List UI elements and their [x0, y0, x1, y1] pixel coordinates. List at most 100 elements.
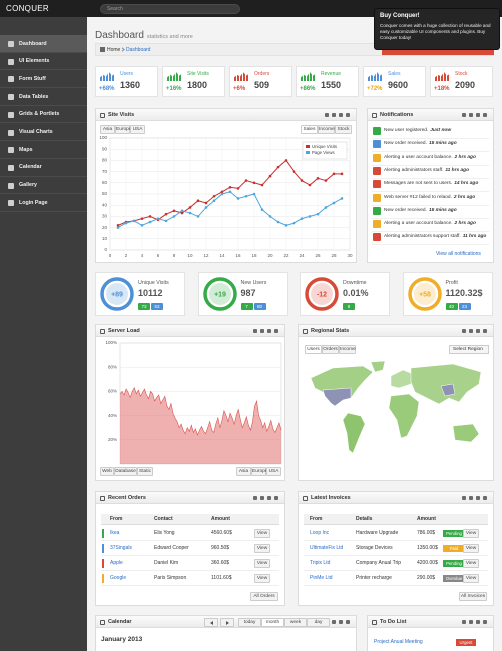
- portlet-tool[interactable]: [339, 113, 343, 117]
- sidebar-item[interactable]: [0, 35, 87, 53]
- chart-tab[interactable]: Stock: [335, 125, 352, 134]
- table-cell[interactable]: Apple: [110, 560, 123, 566]
- table-cell[interactable]: Ikea: [110, 530, 120, 536]
- portlet-tool[interactable]: [469, 620, 473, 624]
- map-tab[interactable]: Income: [339, 345, 356, 354]
- portlet-tool[interactable]: [253, 329, 257, 333]
- portlet-tool[interactable]: [346, 113, 350, 117]
- search-box[interactable]: [100, 4, 240, 14]
- sidebar-item[interactable]: [0, 106, 87, 124]
- chart-tab[interactable]: USA: [130, 125, 145, 134]
- portlet-tool[interactable]: [483, 113, 487, 117]
- map-region[interactable]: [370, 360, 386, 373]
- notification-text[interactable]: New order received. 15 mins ago: [384, 141, 457, 147]
- chart-tab[interactable]: Asia: [100, 125, 115, 134]
- portlet-tool[interactable]: [476, 620, 480, 624]
- sidebar-item[interactable]: [0, 124, 87, 142]
- notification-text[interactable]: Alerting a user account balance. 2 hrs ag…: [384, 221, 476, 227]
- portlet-tool[interactable]: [476, 496, 480, 500]
- map-region[interactable]: [342, 412, 366, 454]
- view-button[interactable]: View: [254, 559, 270, 568]
- map-region[interactable]: [390, 369, 414, 389]
- chart-tab[interactable]: Asia: [236, 467, 251, 476]
- portlet-tool[interactable]: [483, 496, 487, 500]
- notification-text[interactable]: Messages are not sent to users. 14 hrs ag…: [384, 181, 478, 187]
- portlet-tool[interactable]: [476, 113, 480, 117]
- region-select[interactable]: Select Region: [449, 345, 489, 354]
- notification-text[interactable]: Web server #12 failed to relaod. 2 hrs ag…: [384, 195, 475, 201]
- notification-text[interactable]: Alerting a user account balance. 2 hrs ag…: [384, 155, 476, 161]
- map-region[interactable]: [322, 387, 352, 407]
- portlet-tool[interactable]: [267, 329, 271, 333]
- table-cell[interactable]: 37Singals: [110, 545, 132, 551]
- table-cell[interactable]: UltimateFix Ltd: [310, 545, 344, 551]
- portlet-tool[interactable]: [274, 496, 278, 500]
- portlet-tool[interactable]: [325, 113, 329, 117]
- notifications-footer[interactable]: View all notifications: [436, 251, 481, 257]
- chart-tab[interactable]: Europe: [115, 125, 132, 134]
- sidebar-item[interactable]: [0, 159, 87, 177]
- footer-button[interactable]: All Invoices: [459, 592, 487, 601]
- notification-text[interactable]: New user registered. Just now: [384, 128, 451, 134]
- sidebar-item[interactable]: [0, 194, 87, 212]
- map-region[interactable]: [440, 383, 456, 397]
- view-button[interactable]: View: [254, 574, 270, 583]
- portlet-tool[interactable]: [346, 620, 350, 624]
- portlet-tool[interactable]: [483, 329, 487, 333]
- portlet-tool[interactable]: [267, 496, 271, 500]
- view-button[interactable]: View: [463, 574, 479, 583]
- portlet-tool[interactable]: [339, 620, 343, 624]
- view-button[interactable]: View: [254, 544, 270, 553]
- map-region[interactable]: [388, 393, 420, 439]
- portlet-tool[interactable]: [332, 620, 336, 624]
- view-button[interactable]: View: [463, 559, 479, 568]
- chart-tab[interactable]: Europe: [251, 467, 268, 476]
- map-tab[interactable]: Orders: [322, 345, 339, 354]
- map-tab[interactable]: Users: [305, 345, 322, 354]
- sidebar-item[interactable]: [0, 88, 87, 106]
- notification-text[interactable]: Alerting administrators staff. 11 hrs ago: [384, 168, 469, 174]
- sidebar-item[interactable]: [0, 177, 87, 195]
- portlet-tool[interactable]: [469, 496, 473, 500]
- portlet-tool[interactable]: [469, 113, 473, 117]
- portlet-tool[interactable]: [476, 329, 480, 333]
- notification-text[interactable]: New order received. 15 mins ago: [384, 208, 457, 214]
- todo-text[interactable]: Project Anual Meeting: [374, 639, 423, 645]
- calendar-nav[interactable]: [204, 617, 218, 627]
- notification-text[interactable]: Alerting administrators support staff. 11…: [384, 234, 486, 240]
- portlet-tool[interactable]: [462, 329, 466, 333]
- chart-tab[interactable]: Static: [137, 467, 153, 476]
- calendar-view-button[interactable]: month: [261, 617, 284, 627]
- calendar-view-button[interactable]: today: [238, 617, 261, 627]
- portlet-tool[interactable]: [462, 496, 466, 500]
- calendar-view-button[interactable]: day: [307, 617, 330, 627]
- portlet-tool[interactable]: [469, 329, 473, 333]
- chart-tab[interactable]: USA: [266, 467, 281, 476]
- map-region[interactable]: [452, 423, 480, 443]
- sidebar-item[interactable]: [0, 70, 87, 89]
- portlet-tool[interactable]: [260, 496, 264, 500]
- map-region[interactable]: [410, 363, 482, 405]
- breadcrumb-item[interactable]: Dashboard: [126, 46, 151, 53]
- table-cell[interactable]: PinMe Ltd: [310, 575, 333, 581]
- chart-tab[interactable]: Sales: [301, 125, 318, 134]
- portlet-tool[interactable]: [253, 496, 257, 500]
- portlet-tool[interactable]: [462, 113, 466, 117]
- portlet-tool[interactable]: [483, 620, 487, 624]
- chart-tab[interactable]: Web: [100, 467, 114, 476]
- calendar-view-button[interactable]: week: [284, 617, 307, 627]
- table-cell[interactable]: Google: [110, 575, 127, 581]
- view-button[interactable]: View: [463, 529, 479, 538]
- sidebar-item[interactable]: [0, 53, 87, 71]
- portlet-tool[interactable]: [274, 329, 278, 333]
- chart-tab[interactable]: Income: [318, 125, 335, 134]
- portlet-tool[interactable]: [462, 620, 466, 624]
- portlet-tool[interactable]: [260, 329, 264, 333]
- portlet-tool[interactable]: [332, 113, 336, 117]
- calendar-nav[interactable]: [220, 617, 234, 627]
- chart-tab[interactable]: Database: [114, 467, 137, 476]
- view-button[interactable]: View: [254, 529, 270, 538]
- breadcrumb-item[interactable]: Home: [107, 46, 121, 53]
- footer-button[interactable]: All Orders: [250, 592, 278, 601]
- table-cell[interactable]: Tripix Ltd: [310, 560, 331, 566]
